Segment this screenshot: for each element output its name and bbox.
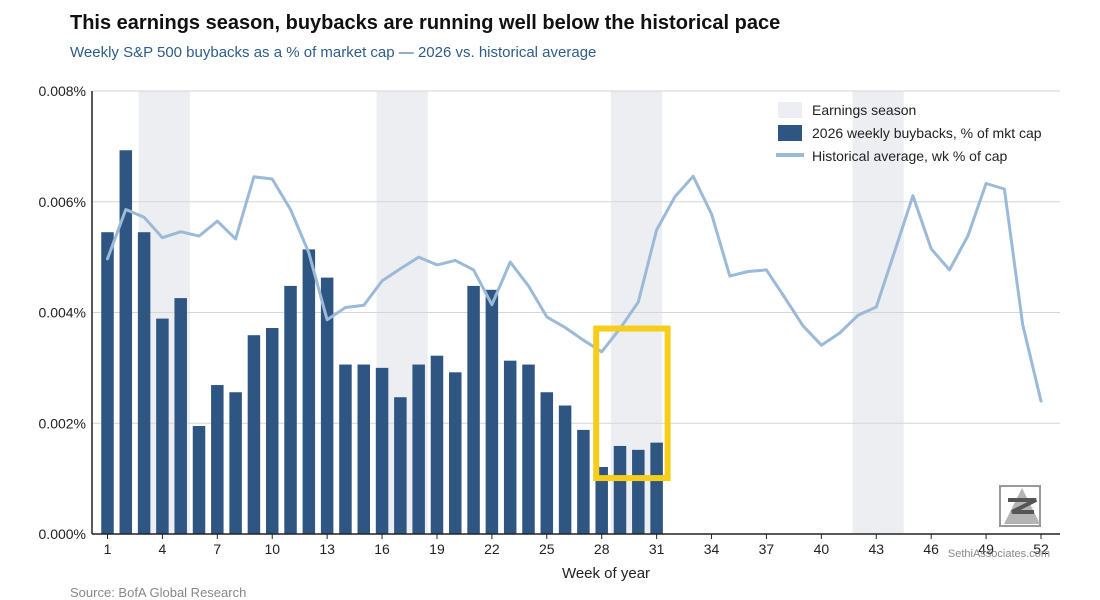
x-tick-label: 40 bbox=[814, 541, 830, 557]
x-tick-label: 43 bbox=[868, 541, 884, 557]
sa-logo-icon bbox=[999, 485, 1041, 527]
bar-week-22 bbox=[485, 289, 499, 534]
x-tick-label: 10 bbox=[264, 541, 280, 557]
bar-week-6 bbox=[192, 426, 206, 534]
legend-swatch-2026-buybacks bbox=[778, 125, 802, 141]
bar-week-11 bbox=[284, 285, 297, 534]
x-tick-label: 1 bbox=[104, 541, 112, 557]
bar-week-20 bbox=[449, 372, 462, 534]
x-tick-label: 37 bbox=[759, 541, 775, 557]
bar-week-4 bbox=[156, 318, 169, 534]
bar-week-15 bbox=[357, 364, 371, 534]
x-tick-label: 46 bbox=[923, 541, 939, 557]
bar-week-10 bbox=[265, 328, 279, 534]
x-tick-label: 31 bbox=[649, 541, 665, 557]
x-tick-label: 19 bbox=[429, 541, 445, 557]
watermark-logo: SethiAssociates.com bbox=[948, 485, 1050, 560]
x-tick-label: 22 bbox=[484, 541, 500, 557]
bar-week-25 bbox=[540, 392, 554, 534]
bar-week-12 bbox=[302, 249, 316, 534]
bar-week-9 bbox=[247, 335, 261, 534]
bar-week-21 bbox=[467, 285, 480, 534]
x-tick-label: 25 bbox=[539, 541, 555, 557]
bar-week-3 bbox=[137, 232, 151, 535]
bar-week-23 bbox=[503, 360, 517, 534]
bar-week-24 bbox=[522, 364, 535, 534]
watermark-text: SethiAssociates.com bbox=[948, 548, 1050, 560]
historical-average-line bbox=[106, 174, 1043, 403]
x-tick-label: 4 bbox=[159, 541, 167, 557]
highlight-box bbox=[593, 325, 671, 482]
bar-week-18 bbox=[412, 364, 425, 534]
bar-week-2 bbox=[119, 150, 133, 534]
y-tick-label: 0.008% bbox=[39, 83, 86, 99]
x-tick-label: 16 bbox=[374, 541, 390, 557]
bar-series-2026 bbox=[101, 150, 663, 535]
x-tick-label: 49 bbox=[978, 541, 994, 557]
y-tick-label: 0.004% bbox=[39, 305, 86, 321]
bar-week-29 bbox=[613, 445, 627, 534]
chart-subtitle: Weekly S&P 500 buybacks as a % of market… bbox=[70, 44, 597, 61]
legend-label-earnings-season: Earnings season bbox=[812, 102, 916, 118]
y-axis-ticks: 0.000% 0.002% 0.004% 0.006% 0.008% bbox=[39, 83, 86, 542]
bar-week-19 bbox=[430, 355, 444, 534]
bar-week-27 bbox=[577, 429, 590, 534]
x-axis-title: Week of year bbox=[562, 565, 650, 582]
bar-week-14 bbox=[339, 364, 352, 534]
source-note: Source: BofA Global Research bbox=[70, 585, 247, 600]
x-tick-label: 52 bbox=[1033, 541, 1049, 557]
y-tick-label: 0.006% bbox=[39, 194, 86, 210]
x-axis-ticks: 1 4 7 10 13 16 19 22 25 28 31 34 37 40 43 46 49 52 bbox=[104, 534, 1049, 557]
bar-week-31 bbox=[650, 442, 663, 534]
bar-week-5 bbox=[174, 298, 187, 534]
y-tick-label: 0.000% bbox=[39, 526, 86, 542]
x-tick-label: 7 bbox=[213, 541, 221, 557]
bar-week-8 bbox=[229, 392, 242, 534]
bar-week-13 bbox=[320, 277, 334, 534]
bar-week-1 bbox=[101, 232, 114, 535]
legend-label-historical-average: Historical average, wk % of cap bbox=[812, 148, 1008, 164]
buybacks-chart: 0.000% 0.002% 0.004% 0.006% 0.008% 1 4 7 10 13 16… bbox=[39, 83, 1060, 582]
chart-title: This earnings season, buybacks are runni… bbox=[70, 12, 781, 34]
x-tick-label: 28 bbox=[594, 541, 610, 557]
bar-week-17 bbox=[394, 397, 407, 534]
legend-swatch-earnings-season bbox=[778, 102, 802, 118]
bar-week-7 bbox=[211, 385, 224, 534]
x-tick-label: 34 bbox=[704, 541, 720, 557]
bar-week-28 bbox=[595, 466, 608, 534]
bar-week-30 bbox=[632, 449, 645, 534]
bar-week-26 bbox=[558, 405, 572, 534]
x-tick-label: 13 bbox=[319, 541, 335, 557]
legend: Earnings season 2026 weekly buybacks, % … bbox=[776, 102, 1042, 164]
y-tick-label: 0.002% bbox=[39, 415, 86, 431]
legend-label-2026-buybacks: 2026 weekly buybacks, % of mkt cap bbox=[812, 125, 1042, 141]
bar-week-16 bbox=[375, 367, 389, 534]
axes bbox=[91, 91, 1060, 535]
